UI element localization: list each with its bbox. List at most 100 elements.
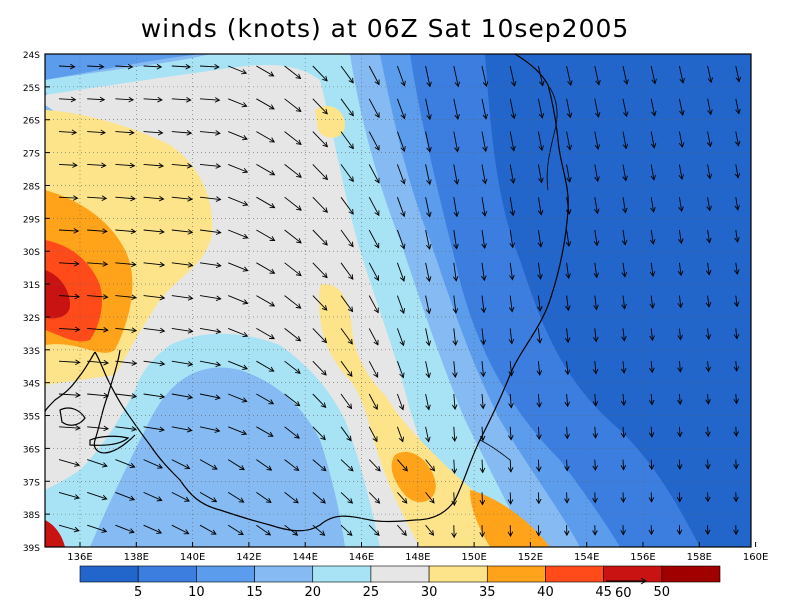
wind-arrow	[256, 196, 275, 209]
wind-arrow-head	[537, 273, 543, 280]
wind-arrow	[171, 295, 193, 299]
wind-arrow	[340, 524, 353, 536]
wind-arrow	[228, 229, 248, 239]
wind-arrow-head	[648, 529, 655, 536]
wind-arrow	[58, 262, 79, 265]
wind-arrow	[509, 262, 513, 280]
wind-arrow-head	[215, 229, 222, 235]
wind-arrow-head	[374, 530, 380, 537]
wind-arrow	[312, 328, 327, 343]
wind-arrow	[678, 197, 683, 212]
wind-arrow-head	[321, 370, 327, 376]
wind-arrow-head	[593, 240, 600, 247]
wind-arrow-head	[130, 228, 137, 235]
wind-arrow-head	[102, 294, 109, 300]
wind-arrow-head	[184, 464, 191, 470]
wind-arrow	[650, 295, 654, 309]
wind-arrow-head	[185, 96, 192, 103]
wind-arrow	[396, 328, 404, 346]
wind-arrow-head	[215, 196, 222, 202]
wind-arrow-head	[592, 530, 598, 536]
wind-arrow-head	[215, 328, 222, 335]
wind-arrow	[481, 262, 485, 281]
wind-arrow	[594, 131, 599, 150]
wind-arrow-head	[481, 210, 488, 217]
wind-arrow-head	[102, 228, 108, 234]
wind-arrow-head	[242, 331, 249, 338]
wind-arrow-head	[705, 269, 712, 276]
wind-arrow-head	[479, 532, 486, 538]
wind-arrow-head	[651, 78, 657, 85]
wind-arrow-head	[374, 79, 380, 86]
wind-arrow	[453, 295, 457, 313]
wind-arrow	[397, 492, 408, 504]
wind-arrow-head	[157, 96, 163, 103]
wind-arrow	[594, 328, 597, 342]
wind-arrow	[425, 492, 435, 504]
wind-arrow-head	[508, 338, 515, 345]
wind-arrow	[87, 295, 108, 298]
wind-arrow-head	[183, 529, 190, 535]
colorbar-swatch	[661, 565, 721, 583]
wind-arrow-head	[622, 207, 628, 214]
wind-arrow-head	[705, 464, 711, 470]
wind-arrow	[396, 426, 404, 442]
wind-arrow	[425, 426, 430, 442]
wind-arrow-head	[594, 144, 601, 151]
wind-arrow	[143, 459, 163, 469]
wind-arrow-head	[186, 427, 193, 433]
lat-label: 33S	[23, 347, 40, 357]
wind-arrow	[678, 131, 683, 148]
wind-arrow	[481, 229, 486, 249]
wind-arrow-head	[510, 178, 516, 184]
wind-arrow-head	[268, 366, 275, 372]
wind-arrow-head	[103, 359, 109, 366]
wind-arrow	[509, 426, 512, 440]
wind-arrow	[199, 229, 221, 234]
wind-arrow	[171, 393, 193, 399]
wind-arrow	[425, 361, 430, 378]
wind-arrow-head	[706, 237, 712, 244]
wind-arrow	[228, 196, 248, 206]
contour-red-se	[45, 520, 65, 547]
wind-arrow-head	[706, 141, 713, 148]
wind-arrow-head	[293, 465, 300, 472]
wind-arrow	[284, 393, 300, 407]
wind-arrow	[453, 197, 458, 217]
wind-arrow	[650, 65, 656, 84]
wind-arrow	[425, 524, 434, 536]
wind-arrow	[340, 295, 353, 312]
lat-label: 30S	[23, 248, 40, 258]
wind-arrow-head	[347, 371, 353, 377]
wind-arrow-head	[187, 328, 194, 334]
wind-arrow-head	[621, 271, 628, 278]
wind-arrow	[284, 164, 302, 178]
wind-arrow	[143, 229, 164, 233]
wind-arrow-head	[74, 461, 81, 467]
wind-arrow-head	[294, 433, 300, 439]
wind-arrow	[340, 459, 354, 472]
wind-arrow-head	[649, 239, 656, 245]
wind-arrow	[481, 459, 484, 473]
wind-arrow-head	[734, 172, 741, 179]
wind-arrow	[87, 65, 104, 68]
wind-arrow	[425, 295, 430, 314]
wind-arrow	[228, 98, 247, 107]
wind-arrow	[481, 295, 485, 313]
lon-label: 142E	[236, 552, 261, 563]
wind-arrow-head	[296, 238, 302, 244]
wind-arrow-head	[347, 306, 354, 313]
wind-arrow-head	[622, 175, 628, 182]
wind-arrow-head	[733, 301, 740, 308]
colorbar-label: 15	[246, 585, 263, 600]
wind-arrow-head	[536, 402, 542, 408]
wind-arrow-head	[187, 229, 194, 235]
wind-arrow-head	[269, 203, 276, 209]
wind-arrow	[115, 327, 137, 332]
wind-arrow	[312, 229, 328, 246]
wind-arrow	[115, 524, 135, 533]
wind-arrow-head	[564, 498, 570, 504]
wind-arrow	[58, 229, 79, 232]
wind-arrow-head	[593, 272, 600, 279]
wind-arrow-head	[215, 163, 222, 169]
